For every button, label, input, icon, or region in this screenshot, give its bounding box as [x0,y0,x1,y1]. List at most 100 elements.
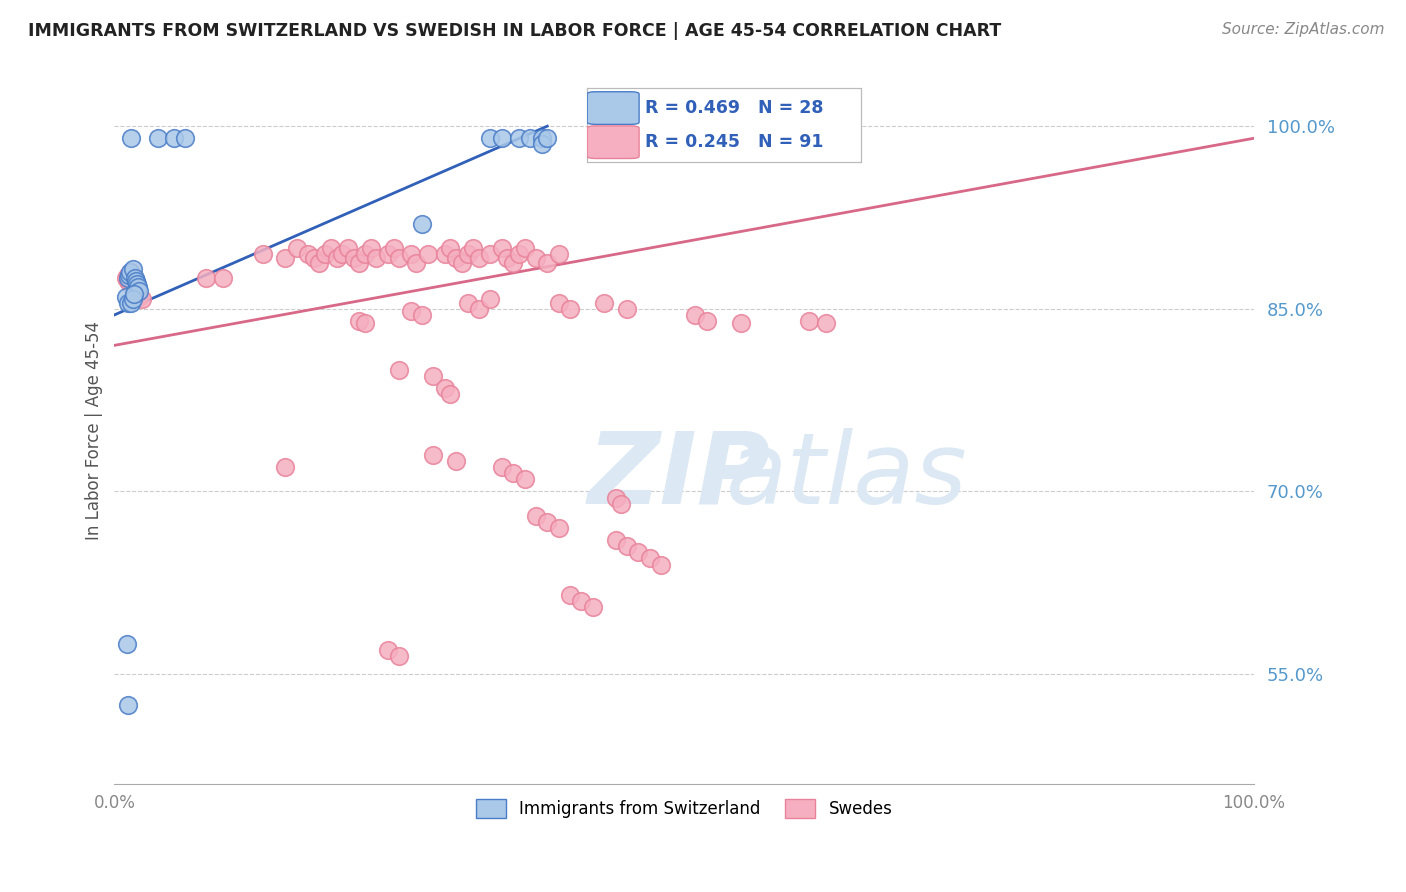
Point [508,131,530,145]
Point [439,387,461,401]
Point [117,268,139,282]
Point [325,251,347,265]
Point [610,497,633,511]
Point [336,241,359,255]
Point [444,454,467,468]
Point [536,515,558,529]
Point [547,247,569,261]
Point [536,255,558,269]
Point [124,284,146,298]
Point [163,131,186,145]
Point [513,241,536,255]
Point [330,247,353,261]
Point [194,271,217,285]
Point [524,508,547,523]
Point [354,247,377,261]
Point [696,314,718,328]
Point [605,533,627,548]
Point [558,301,581,316]
Legend: Immigrants from Switzerland, Swedes: Immigrants from Switzerland, Swedes [468,792,898,825]
Point [439,241,461,255]
Point [502,255,524,269]
Point [444,251,467,265]
Point [558,588,581,602]
Point [593,295,616,310]
Point [117,698,139,712]
Point [616,301,638,316]
Text: ZIP: ZIP [588,428,770,525]
Point [399,247,422,261]
Point [388,362,411,376]
Point [508,247,530,261]
Point [308,255,330,269]
Point [127,277,149,292]
Point [121,131,143,145]
Point [457,247,479,261]
Point [468,301,491,316]
Text: IMMIGRANTS FROM SWITZERLAND VS SWEDISH IN LABOR FORCE | AGE 45-54 CORRELATION CH: IMMIGRANTS FROM SWITZERLAND VS SWEDISH I… [28,22,1001,40]
Point [131,292,153,306]
Point [314,247,336,261]
Point [127,280,149,294]
Point [530,131,553,145]
Point [450,255,472,269]
Point [117,295,139,310]
Point [388,648,411,663]
Point [524,251,547,265]
Point [252,247,274,261]
Point [349,314,371,328]
Point [411,217,433,231]
Point [120,277,142,292]
Point [377,642,399,657]
Point [496,251,519,265]
Point [274,460,297,475]
Point [121,280,143,294]
Point [121,261,143,276]
Point [120,265,142,279]
Point [319,241,342,255]
Point [117,274,139,288]
Point [638,551,661,566]
Text: atlas: atlas [725,428,967,525]
Point [382,241,405,255]
Point [433,381,456,395]
Point [491,241,513,255]
Point [117,271,139,285]
Point [343,251,366,265]
Point [125,274,148,288]
Point [274,251,297,265]
Point [302,251,325,265]
Point [121,265,143,279]
Point [491,460,513,475]
Point [122,287,145,301]
Point [124,271,146,285]
Point [536,131,558,145]
Point [128,290,150,304]
Point [582,600,605,615]
Point [297,247,319,261]
Point [405,255,427,269]
Point [114,271,136,285]
Point [627,545,650,559]
Point [411,308,433,322]
Point [519,131,541,145]
Point [354,317,377,331]
Point [685,308,707,322]
Point [468,251,491,265]
Point [146,131,169,145]
Point [416,247,439,261]
Point [491,131,513,145]
Y-axis label: In Labor Force | Age 45-54: In Labor Force | Age 45-54 [86,321,103,540]
Point [285,241,308,255]
Point [114,290,136,304]
Point [479,131,502,145]
Point [399,304,422,318]
Point [422,368,444,383]
Point [571,594,593,608]
Point [463,241,485,255]
Point [799,314,821,328]
Point [479,292,502,306]
Point [815,317,838,331]
Point [530,137,553,152]
Point [211,271,233,285]
